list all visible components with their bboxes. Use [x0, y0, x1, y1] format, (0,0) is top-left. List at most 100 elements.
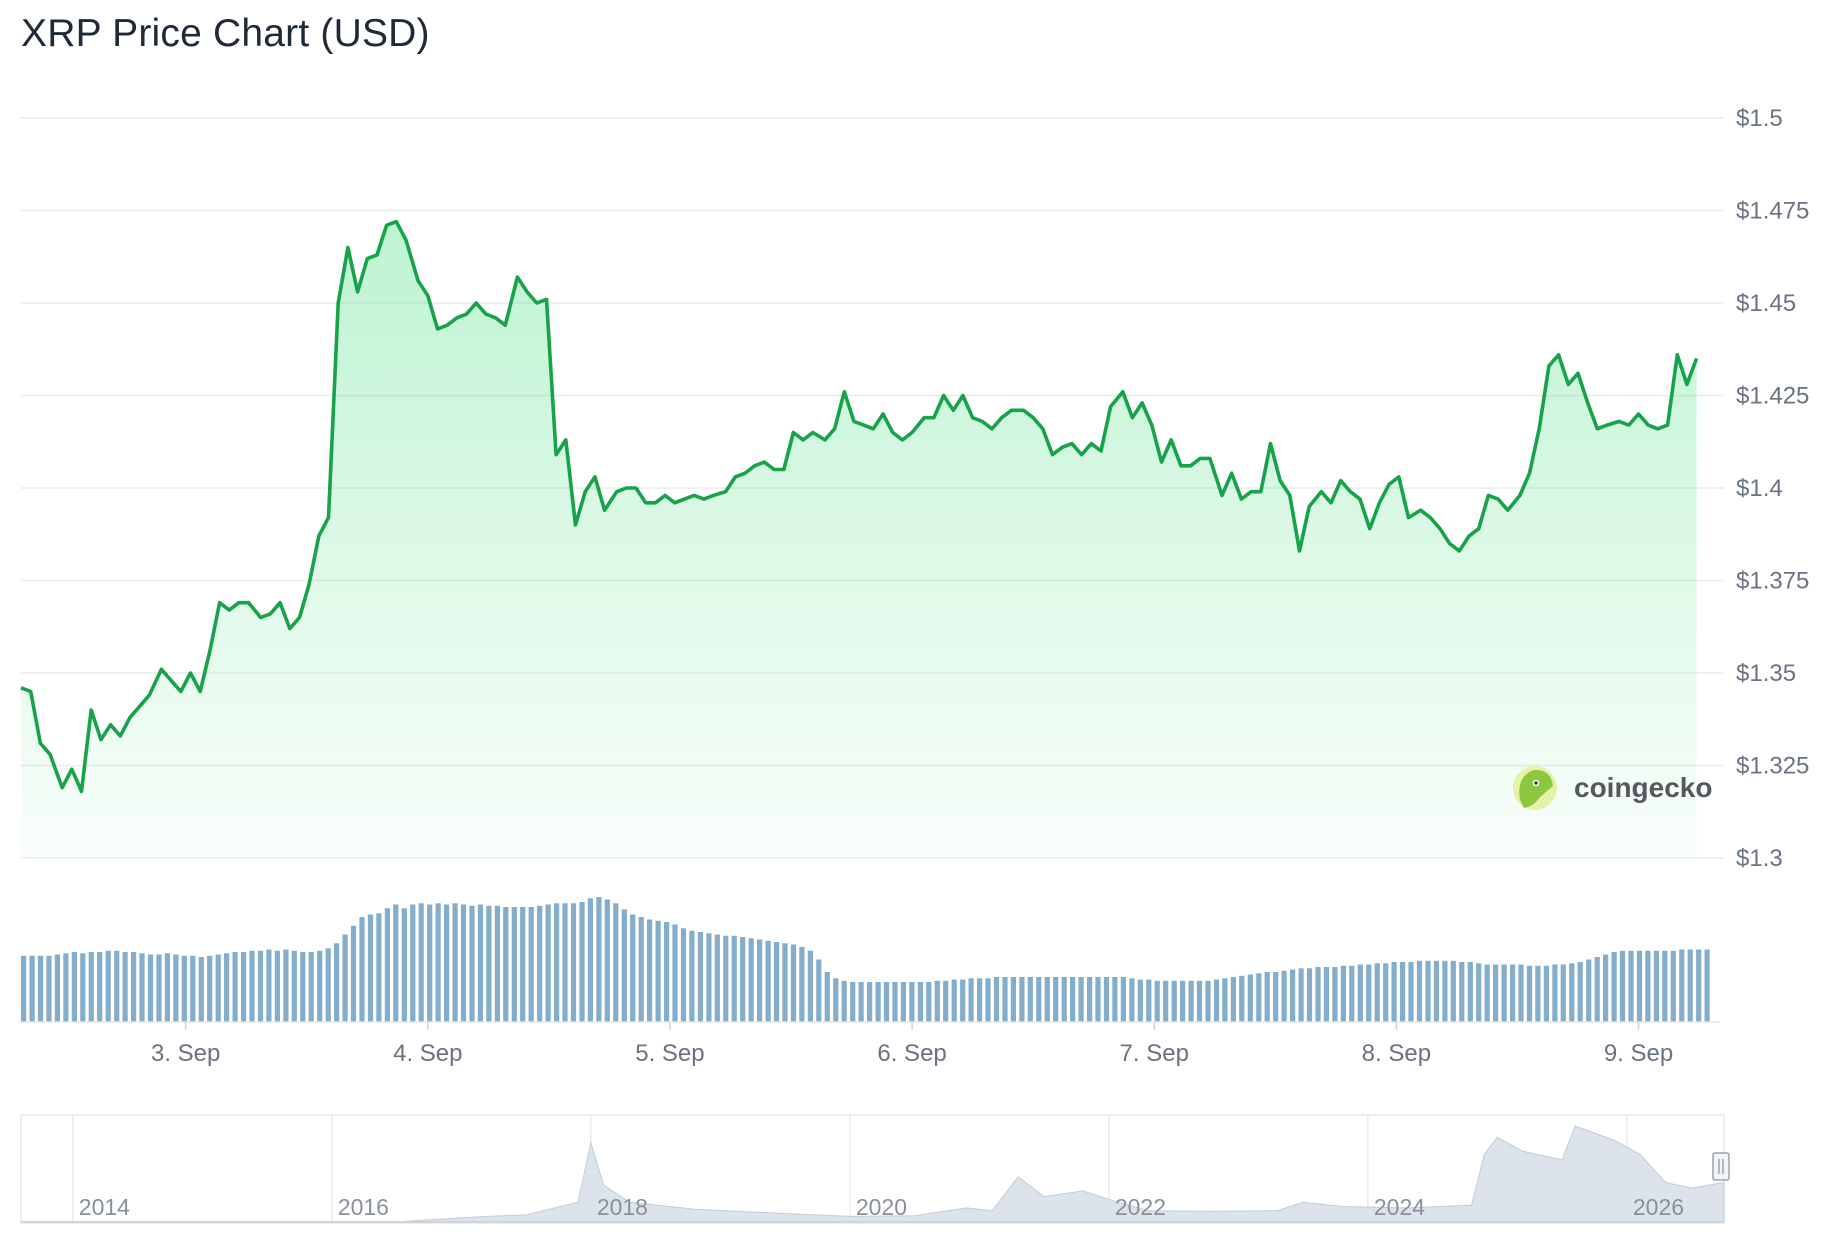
volume-bar	[985, 978, 991, 1023]
volume-bar	[1044, 977, 1050, 1022]
y-tick-label: $1.3	[1736, 845, 1783, 872]
volume-bar	[1628, 950, 1634, 1023]
volume-bar	[393, 904, 399, 1022]
volume-bar	[97, 952, 103, 1022]
volume-bar	[689, 930, 695, 1023]
volume-bar	[198, 957, 204, 1022]
y-tick-label: $1.35	[1736, 660, 1796, 687]
volume-bar	[401, 908, 407, 1023]
volume-bar	[638, 917, 644, 1022]
volume-bar	[1087, 977, 1093, 1022]
volume-bar	[934, 980, 940, 1023]
gecko-logo-icon	[1513, 766, 1557, 810]
navigator-handle[interactable]	[1712, 1152, 1730, 1181]
volume-bar	[29, 955, 35, 1023]
volume-bar	[418, 903, 424, 1023]
range-navigator[interactable]: 2014 2016 2018 2020 2022 2024 2026	[20, 1114, 1730, 1224]
volume-bar	[54, 954, 60, 1022]
volume-bar	[1383, 963, 1389, 1023]
x-tick-label: 5. Sep	[635, 1040, 704, 1067]
volume-bar	[883, 982, 890, 1022]
navigator-year-label: 2022	[1115, 1194, 1166, 1220]
volume-bar	[266, 949, 272, 1022]
volume-bar	[833, 978, 839, 1023]
volume-bar	[1230, 977, 1236, 1022]
volume-bar	[410, 904, 416, 1022]
volume-bar	[1070, 977, 1076, 1022]
volume-bar	[850, 982, 856, 1022]
volume-bar	[1281, 970, 1287, 1023]
volume-bar	[444, 904, 450, 1022]
volume-bar	[1366, 964, 1372, 1022]
volume-bar	[1510, 964, 1516, 1022]
brand-name: coingecko	[1574, 772, 1712, 803]
volume-bar	[740, 937, 746, 1022]
volume-bar	[554, 903, 560, 1023]
volume-bar	[486, 905, 492, 1023]
volume-bar	[1120, 977, 1126, 1022]
volume-bar	[435, 903, 441, 1023]
volume-bar	[1061, 977, 1067, 1022]
volume-bar	[1560, 964, 1566, 1022]
volume-bar	[1332, 967, 1338, 1022]
volume-bar	[1501, 964, 1507, 1022]
volume-bar	[1679, 949, 1685, 1022]
volume-bar	[680, 928, 687, 1023]
volume-bar	[1010, 977, 1016, 1022]
volume-bar	[731, 935, 737, 1023]
volume-bar	[334, 943, 340, 1023]
volume-bar	[88, 952, 94, 1022]
volume-bar	[1653, 950, 1659, 1023]
volume-bar	[748, 938, 754, 1023]
y-tick-label: $1.325	[1736, 753, 1809, 780]
volume-bar	[1535, 965, 1541, 1023]
y-tick-label: $1.375	[1736, 568, 1809, 595]
volume-bar	[1340, 965, 1346, 1023]
volume-bar	[164, 953, 170, 1023]
volume-bar	[1484, 964, 1490, 1022]
volume-bar	[1493, 964, 1499, 1022]
volume-bar	[706, 933, 712, 1023]
volume-bar	[579, 902, 585, 1022]
volume-bar	[1374, 963, 1380, 1023]
volume-bar	[1247, 974, 1253, 1022]
volume-bar	[452, 903, 458, 1023]
y-tick-label: $1.45	[1736, 290, 1796, 317]
volume-bar	[291, 950, 297, 1023]
volume-bar	[630, 914, 636, 1022]
volume-bar	[664, 922, 670, 1022]
volume-bar	[37, 955, 44, 1023]
volume-bar	[1154, 980, 1160, 1023]
volume-bar	[1526, 965, 1533, 1023]
volume-bar	[511, 907, 517, 1022]
volume-bar	[1416, 960, 1423, 1023]
volume-bar	[1704, 949, 1710, 1022]
chart-title: XRP Price Chart (USD)	[21, 12, 430, 55]
volume-bar	[1476, 963, 1482, 1023]
volume-bar	[63, 953, 69, 1023]
volume-bars	[21, 897, 1710, 1023]
volume-bar	[257, 950, 264, 1023]
volume-bar	[300, 952, 306, 1022]
volume-bar	[993, 977, 1000, 1022]
volume-bar	[1239, 975, 1245, 1023]
volume-bar	[1103, 977, 1110, 1022]
volume-bar	[1078, 977, 1084, 1022]
price-line[interactable]	[20, 219, 1699, 794]
volume-bar	[621, 909, 627, 1022]
volume-bar	[114, 950, 120, 1023]
volume-bar	[1569, 963, 1575, 1023]
volume-bar	[359, 917, 365, 1022]
volume-bar	[596, 897, 602, 1022]
volume-bar	[241, 952, 247, 1022]
volume-bar	[1552, 964, 1558, 1022]
volume-bar	[697, 932, 703, 1022]
volume-bar	[773, 942, 780, 1022]
volume-bar	[1577, 962, 1583, 1022]
volume-bar	[181, 955, 187, 1023]
volume-bar	[816, 959, 822, 1022]
volume-bar	[1036, 977, 1042, 1022]
y-tick-label: $1.475	[1736, 198, 1809, 225]
volume-bar	[1163, 980, 1169, 1023]
